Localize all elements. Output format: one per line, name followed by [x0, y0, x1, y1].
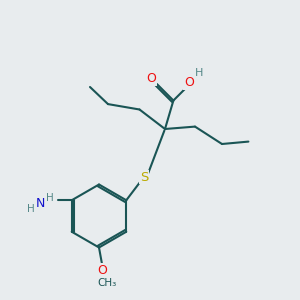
Text: CH₃: CH₃ — [97, 278, 116, 289]
Text: H: H — [194, 68, 203, 79]
Text: O: O — [147, 72, 156, 85]
Text: N: N — [36, 197, 46, 210]
Text: H: H — [27, 204, 34, 214]
Text: O: O — [97, 264, 107, 277]
Text: H: H — [46, 193, 54, 203]
Text: S: S — [140, 171, 148, 184]
Text: O: O — [184, 76, 194, 89]
